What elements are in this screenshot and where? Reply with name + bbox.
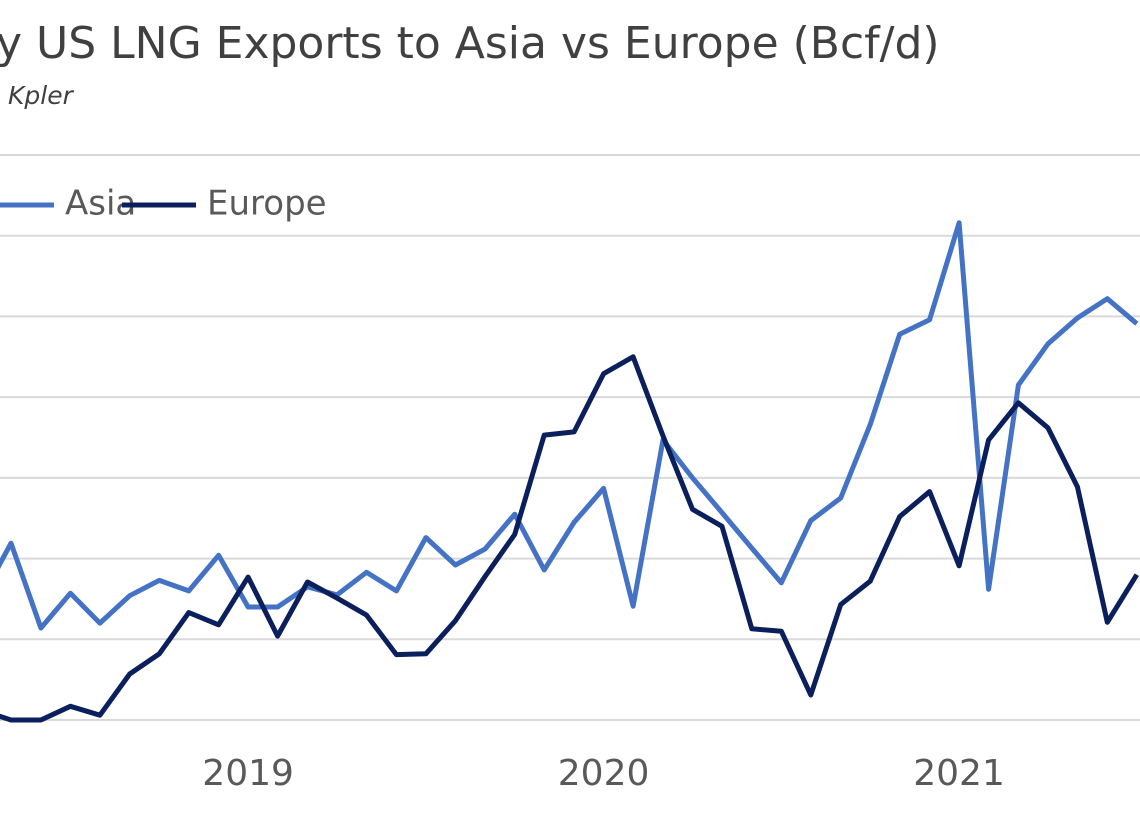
x-tick-label: 2021 (913, 753, 1005, 794)
legend-label: Europe (207, 184, 327, 224)
x-tick-label: 2020 (558, 753, 650, 794)
series-line (0, 220, 1139, 631)
plot-area (0, 220, 1139, 723)
chart-title: y US LNG Exports to Asia vs Europe (Bcf/… (0, 18, 940, 69)
series-line (0, 354, 1139, 723)
x-tick-label: 2019 (202, 753, 294, 794)
chart-subtitle: Kpler (8, 81, 75, 110)
